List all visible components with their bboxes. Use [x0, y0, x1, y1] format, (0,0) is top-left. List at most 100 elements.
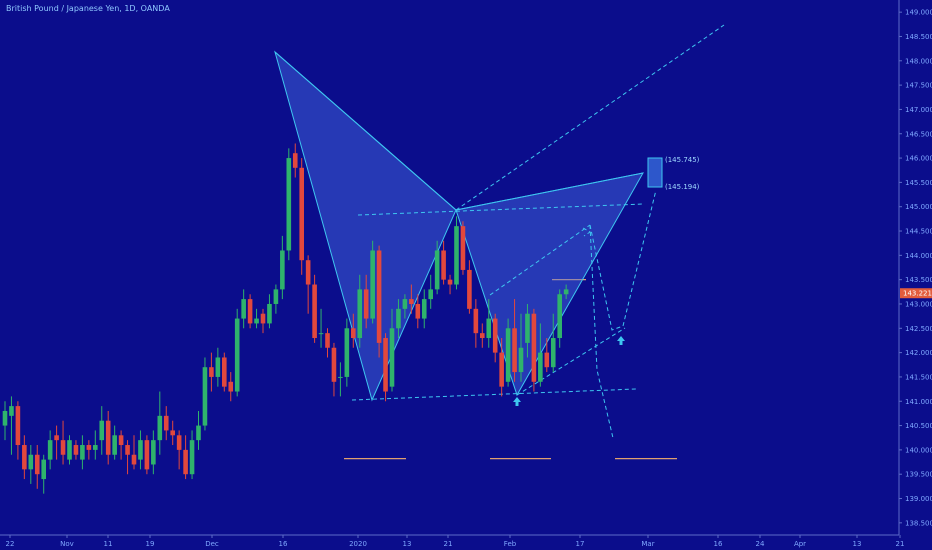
candle-body: [305, 260, 311, 285]
rising-channel-lower: [516, 327, 626, 396]
x-tick-label: 16: [714, 540, 723, 548]
y-tick-label: 146.000: [905, 155, 932, 163]
candle-body: [312, 284, 317, 339]
x-tick-label: 21: [444, 540, 453, 548]
candle-body: [202, 367, 208, 426]
candle-body: [550, 338, 556, 368]
y-tick-label: 142.500: [905, 325, 932, 333]
candle-body: [151, 440, 156, 465]
candle-body: [125, 445, 130, 455]
candle-body: [183, 449, 188, 475]
candle-body: [363, 289, 369, 319]
candle-body: [41, 459, 46, 480]
projection-path-up: [589, 189, 657, 331]
x-tick-label: 17: [576, 540, 585, 548]
candle-body: [280, 250, 285, 290]
candle-body: [163, 415, 169, 431]
candle-body: [215, 357, 221, 377]
candle-body: [428, 289, 433, 300]
candle-body: [105, 420, 111, 455]
y-tick-label: 142.000: [905, 349, 932, 357]
projection-path-down: [589, 224, 614, 439]
pattern-leg-bd: [455, 172, 644, 211]
candle-body: [260, 313, 266, 324]
candle-body: [421, 299, 427, 319]
candle-body: [176, 435, 182, 450]
candle-body: [563, 289, 569, 295]
y-tick-label: 146.500: [905, 130, 932, 138]
candle-body: [67, 440, 72, 460]
y-tick-label: 145.500: [905, 179, 932, 187]
buy-arrow-icon: [513, 397, 521, 406]
last-price-tag: [900, 288, 932, 299]
x-tick-label: Dec: [205, 540, 219, 548]
candle-body: [247, 299, 253, 324]
candle-body: [209, 367, 214, 377]
candle-body: [60, 440, 66, 455]
x-tick-label: Feb: [504, 540, 517, 548]
x-tick-label: 22: [6, 540, 15, 548]
last-price-label: 143.221: [903, 290, 932, 298]
y-tick-label: 139.500: [905, 471, 932, 479]
x-tick-label: 24: [756, 540, 765, 548]
candle-body: [441, 250, 446, 280]
candle-body: [525, 313, 530, 343]
x-tick-label: 13: [853, 540, 862, 548]
y-tick-label: 139.000: [905, 495, 932, 503]
candle-body: [557, 294, 562, 339]
x-tick-label: 2020: [349, 540, 367, 548]
candle-body: [228, 381, 234, 392]
y-tick-label: 149.000: [905, 9, 932, 17]
candle-body: [512, 328, 517, 373]
x-tick-label: Apr: [794, 540, 806, 548]
candle-body: [389, 328, 395, 387]
candle-body: [357, 289, 363, 339]
candle-body: [286, 158, 292, 251]
candle-body: [531, 313, 537, 382]
candle-body: [383, 338, 388, 392]
x-tick-label: Mar: [641, 540, 654, 548]
target-upper-label: (145.745): [665, 156, 700, 164]
candle-body: [473, 308, 479, 334]
candle-body: [241, 299, 246, 319]
candle-body: [80, 445, 85, 460]
x-tick-label: 11: [104, 540, 113, 548]
upper-channel-line: [357, 203, 644, 216]
candle-body: [22, 445, 27, 470]
candle-body: [538, 352, 543, 382]
y-tick-label: 138.500: [905, 519, 932, 527]
candle-body: [338, 376, 343, 378]
candle-body: [273, 289, 279, 304]
y-tick-label: 148.000: [905, 57, 932, 65]
candle-body: [73, 445, 79, 455]
x-tick-label: 13: [403, 540, 412, 548]
y-tick-label: 148.500: [905, 33, 932, 41]
candle-body: [34, 454, 40, 475]
candle-body: [2, 410, 8, 426]
candle-body: [331, 347, 337, 382]
x-tick-label: 19: [146, 540, 155, 548]
candle-body: [138, 440, 143, 460]
x-tick-label: 16: [279, 540, 288, 548]
candle-body: [318, 333, 324, 335]
candle-body: [28, 454, 34, 470]
target-zone-box: [647, 157, 663, 188]
candle-body: [370, 250, 375, 319]
candle-body: [93, 445, 98, 450]
candle-body: [325, 333, 330, 348]
candle-body: [157, 415, 163, 441]
candle-body: [254, 318, 259, 324]
arrowhead-upper: [582, 227, 591, 237]
candle-body: [299, 167, 304, 261]
rising-channel-upper: [489, 224, 591, 296]
candle-body: [376, 250, 382, 343]
y-tick-label: 143.500: [905, 276, 932, 284]
y-tick-label: 143.000: [905, 300, 932, 308]
candle-body: [86, 445, 92, 450]
projection-line-upper: [455, 24, 725, 211]
y-tick-label: 140.000: [905, 446, 932, 454]
candle-body: [9, 406, 14, 416]
